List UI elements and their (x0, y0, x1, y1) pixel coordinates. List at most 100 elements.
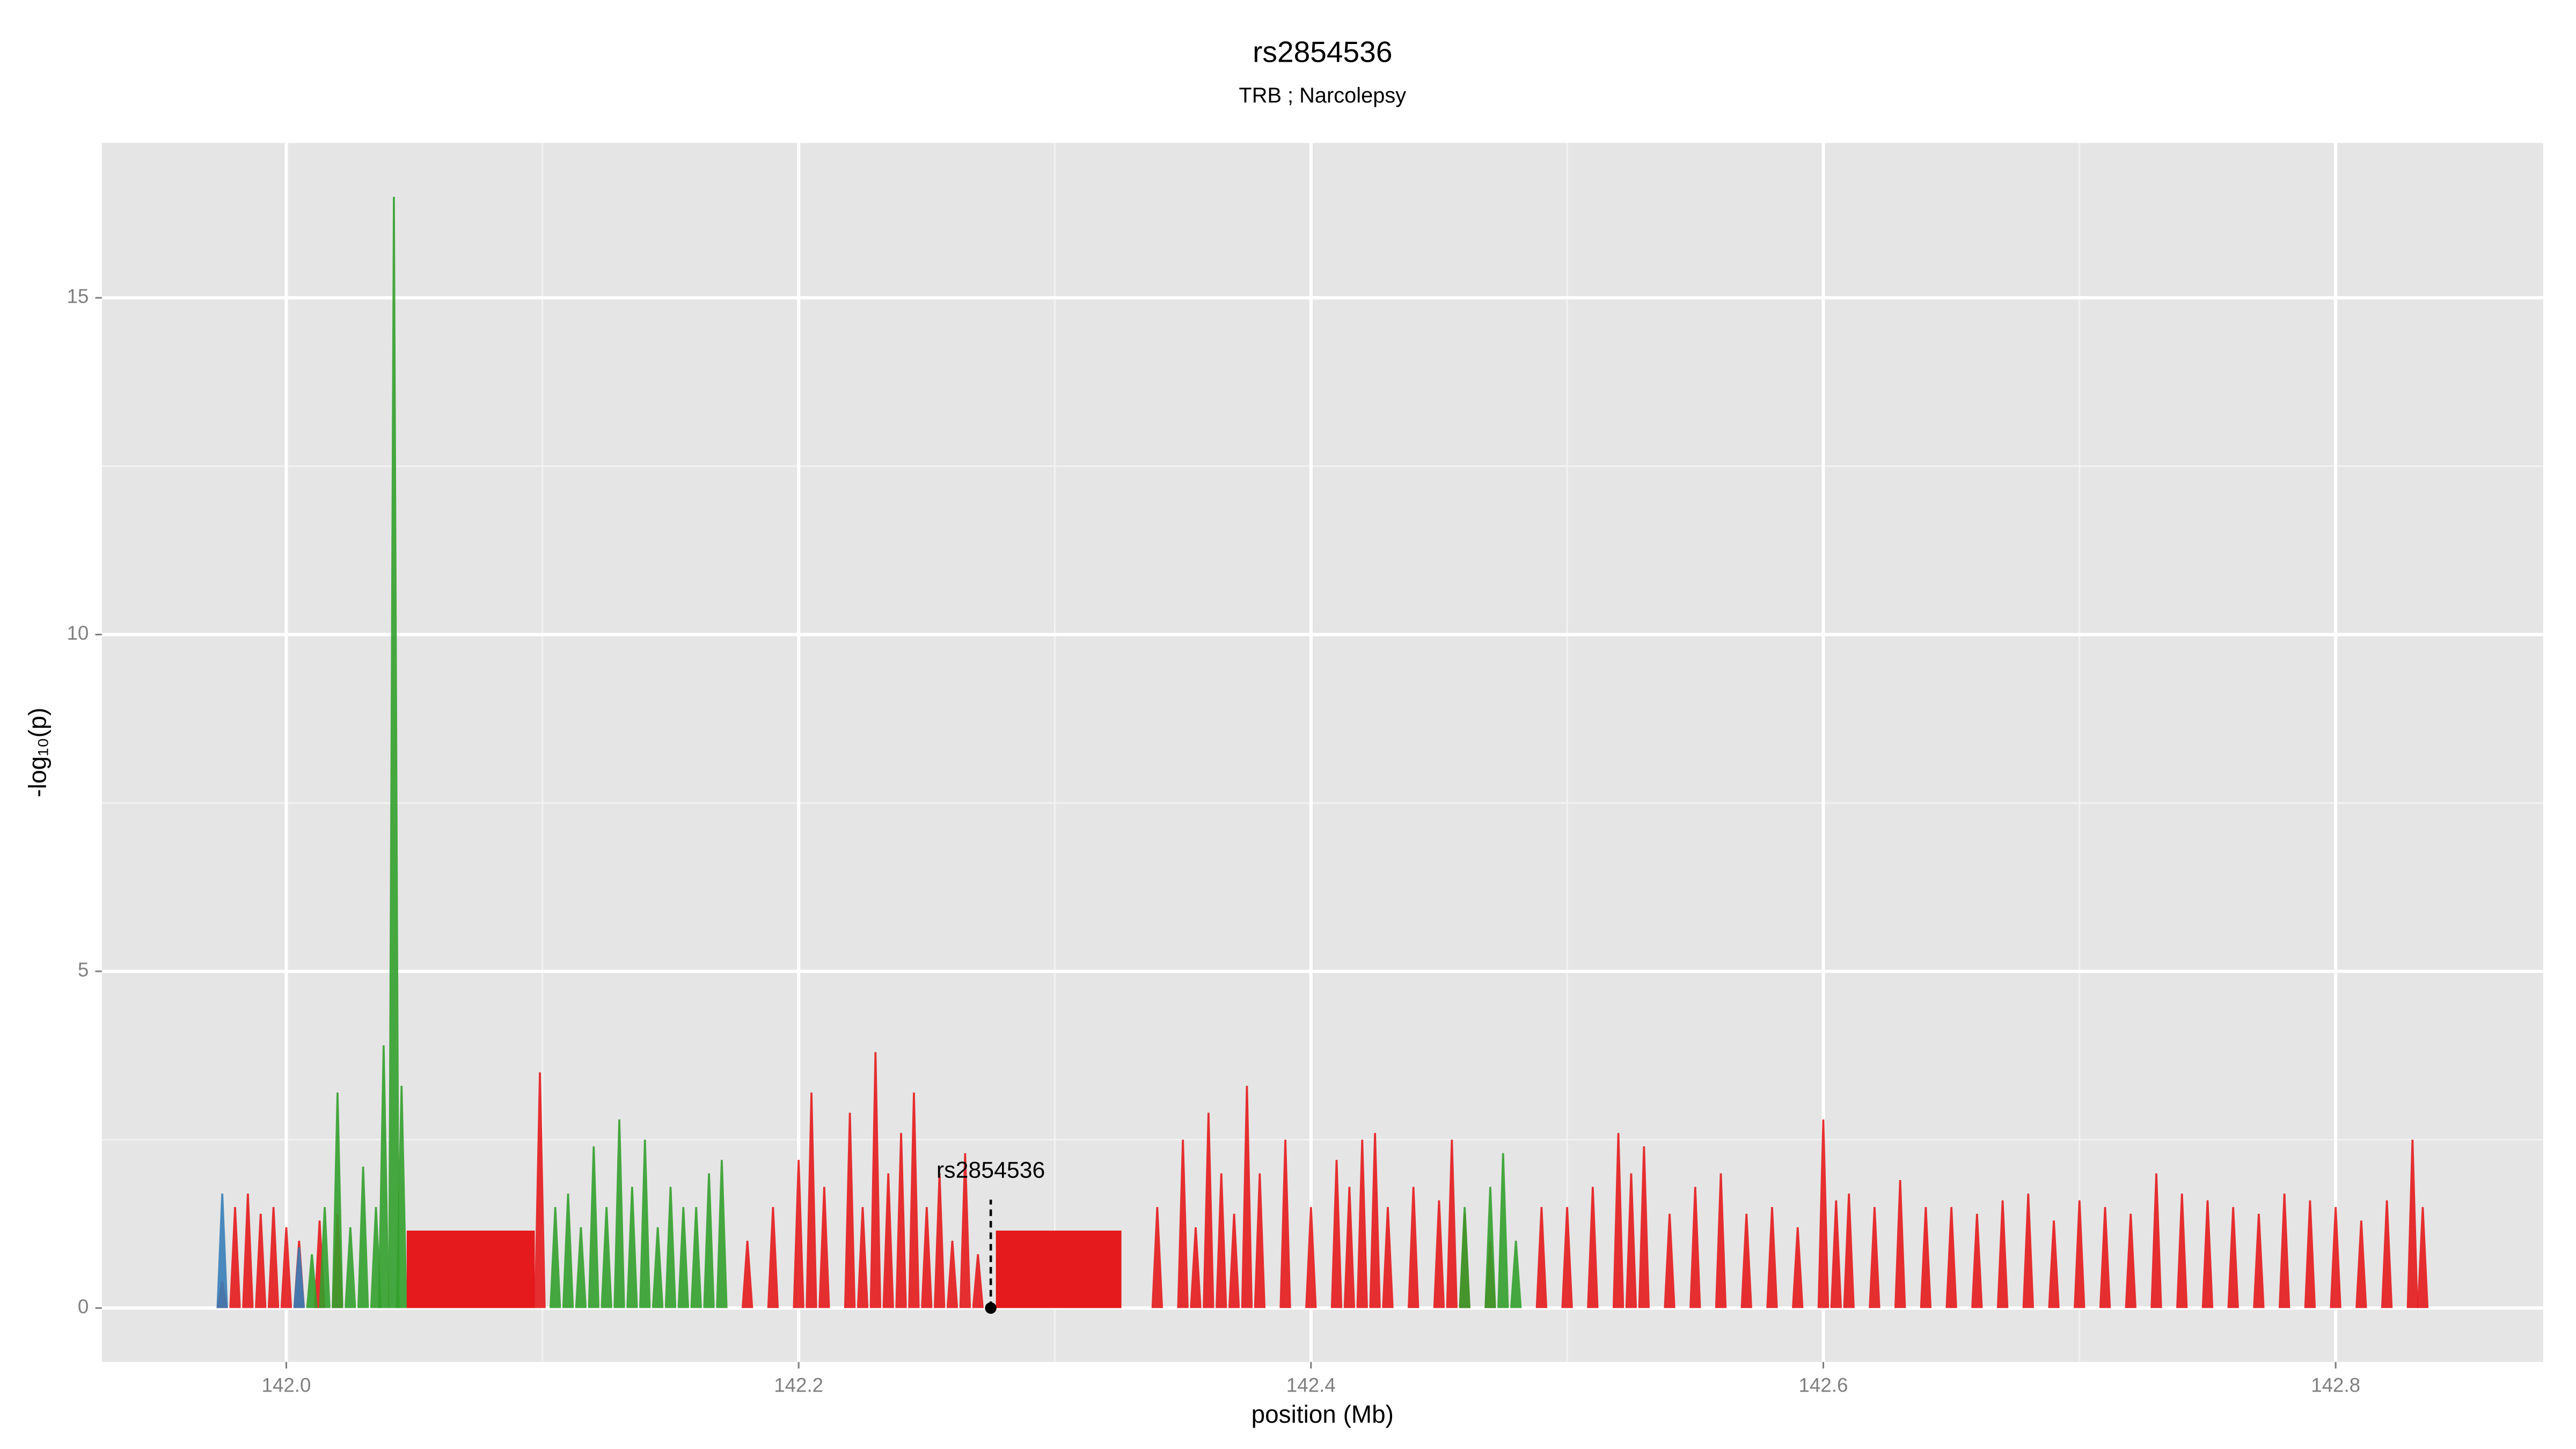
spike (1945, 1207, 1957, 1308)
spike (1535, 1207, 1548, 1308)
x-tick-label: 142.2 (774, 1374, 823, 1396)
x-tick-label: 142.6 (1799, 1374, 1848, 1396)
spike (2176, 1194, 2188, 1308)
spike (601, 1207, 612, 1308)
chart-title: rs2854536 (1253, 35, 1392, 69)
spike (1817, 1119, 1829, 1308)
spike (378, 1045, 390, 1308)
x-tick-label: 142.4 (1286, 1374, 1336, 1396)
spike (2304, 1200, 2316, 1308)
spike (1920, 1207, 1932, 1308)
spike (818, 1187, 830, 1308)
spike (229, 1207, 241, 1308)
x-tick-label: 142.8 (2311, 1374, 2360, 1396)
spike (1561, 1207, 1573, 1308)
spike (216, 1194, 228, 1308)
spike (1996, 1200, 2009, 1308)
spike (2406, 1139, 2419, 1308)
spike (844, 1113, 856, 1308)
spike (1190, 1227, 1202, 1308)
spike (1459, 1207, 1470, 1308)
spike (319, 1207, 331, 1308)
spike (2022, 1194, 2035, 1308)
spike (1971, 1213, 1983, 1308)
series (216, 1194, 305, 1308)
spike (1625, 1173, 1637, 1308)
gene-block (996, 1231, 1122, 1308)
spike (869, 1052, 882, 1308)
spike (2074, 1200, 2085, 1308)
spike (2048, 1220, 2060, 1308)
spike (549, 1207, 561, 1308)
spike (2278, 1194, 2290, 1308)
x-tick-label: 142.0 (262, 1374, 311, 1396)
spike (1766, 1207, 1778, 1308)
spike (1382, 1207, 1394, 1308)
x-axis-label: position (Mb) (1252, 1400, 1394, 1428)
spike (357, 1166, 369, 1308)
spike (2330, 1207, 2341, 1308)
spike (575, 1227, 587, 1308)
spike (690, 1207, 702, 1308)
spike (396, 1086, 407, 1308)
spike (306, 1254, 318, 1308)
y-axis-label: -log₁₀(p) (24, 707, 52, 797)
series (306, 196, 1522, 1308)
spike (626, 1187, 638, 1308)
series (216, 1052, 2429, 1308)
spike (652, 1227, 664, 1308)
spike (588, 1146, 599, 1308)
spike (2381, 1200, 2393, 1308)
y-tick-label: 5 (78, 959, 89, 981)
spike (716, 1160, 728, 1308)
spike (2150, 1173, 2162, 1308)
annotation-point (985, 1302, 997, 1314)
spike (2417, 1207, 2429, 1308)
spike (1740, 1213, 1752, 1308)
spike (2355, 1220, 2367, 1308)
spike (664, 1187, 677, 1308)
spike (908, 1092, 920, 1308)
spike (1216, 1173, 1227, 1308)
spike (1587, 1187, 1599, 1308)
spike (1869, 1207, 1880, 1308)
spike (793, 1160, 804, 1308)
spike (1305, 1207, 1317, 1308)
spike (280, 1227, 292, 1308)
spike (1446, 1139, 1458, 1308)
chart-subtitle: TRB ; Narcolepsy (1239, 84, 1406, 107)
spike (806, 1092, 817, 1308)
spike (332, 1092, 343, 1308)
spike (293, 1247, 305, 1308)
spike (1484, 1187, 1496, 1308)
spike (1638, 1146, 1650, 1308)
spike (1689, 1187, 1701, 1308)
spike (1279, 1139, 1291, 1308)
spike (895, 1133, 907, 1308)
spike (255, 1213, 267, 1308)
spike (933, 1173, 946, 1308)
spike (1894, 1180, 1906, 1308)
spike (2125, 1213, 2136, 1308)
spike (1510, 1240, 1522, 1308)
spike (1664, 1213, 1675, 1308)
spike (1433, 1200, 1445, 1308)
spike (1151, 1207, 1163, 1308)
spike (1228, 1213, 1240, 1308)
spike (1254, 1173, 1266, 1308)
spike (562, 1194, 574, 1308)
gene-block (406, 1231, 535, 1308)
spike (767, 1207, 779, 1308)
spike (1830, 1200, 1842, 1308)
y-tick-label: 15 (67, 286, 89, 308)
spike (267, 1207, 280, 1308)
spike (921, 1207, 933, 1308)
spike (703, 1173, 715, 1308)
spike (741, 1240, 753, 1308)
spike (1792, 1227, 1804, 1308)
y-tick-label: 0 (78, 1296, 89, 1318)
spike (1843, 1194, 1855, 1308)
spike (2201, 1200, 2214, 1308)
